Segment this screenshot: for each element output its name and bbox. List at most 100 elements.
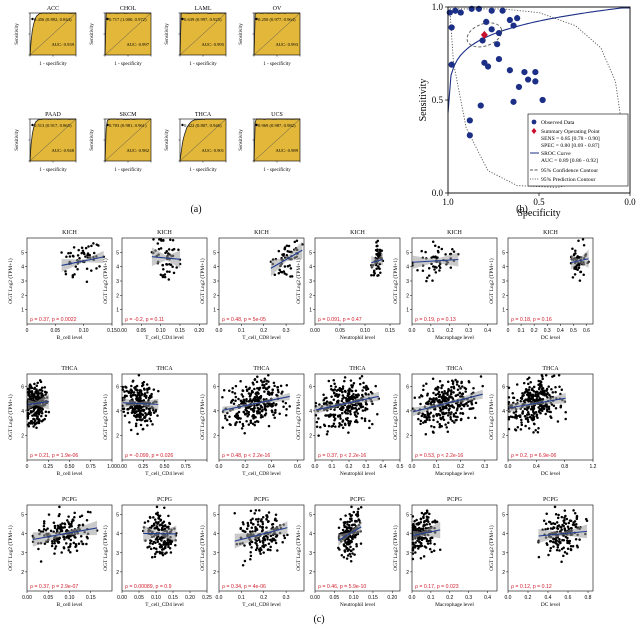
corr-ylabel: OGT Log2 (TPM+1) [295, 394, 302, 440]
roc-ylabel: Sensitivity [90, 23, 95, 45]
scatter-point [558, 540, 562, 544]
scatter-point [258, 525, 262, 528]
corr-ytick-label: 4 [116, 532, 119, 538]
scatter-point [459, 418, 463, 422]
scatter-point [149, 547, 153, 551]
scatter-point [90, 244, 93, 248]
observed-point [506, 16, 513, 24]
corr-ylabel: OGT Log2 (TPM+1) [392, 258, 399, 304]
scatter-point [260, 413, 263, 417]
corr-xtick-label: 0.25 [138, 464, 148, 470]
scatter-point [527, 396, 531, 399]
corr-ytick-label: 5 [406, 513, 409, 519]
scatter-point [245, 412, 249, 415]
scatter-point [376, 254, 380, 258]
scatter-point [257, 397, 261, 400]
scatter-point [258, 540, 262, 543]
scatter-point [459, 401, 463, 405]
scatter-point [270, 523, 274, 526]
scatter-point [239, 399, 243, 403]
roc-cutoff-point [181, 123, 184, 127]
scatter-point [557, 513, 560, 517]
scatter-point [43, 390, 47, 394]
scatter-point [340, 423, 343, 427]
scatter-point [68, 544, 72, 548]
sroc-legend-box [527, 113, 629, 187]
scatter-point [229, 423, 232, 427]
scatter-point [284, 401, 288, 405]
scatter-point [44, 414, 48, 418]
scatter-point [254, 548, 258, 552]
roc-title: THCA [195, 112, 212, 118]
scatter-point [154, 552, 157, 556]
scatter-point [143, 521, 147, 524]
scatter-point [333, 382, 336, 385]
scatter-point [67, 252, 70, 255]
roc-title: OV [273, 6, 282, 12]
scatter-point [145, 394, 148, 398]
scatter-point [149, 413, 152, 417]
scatter-point [578, 279, 582, 282]
scatter-point [341, 528, 345, 532]
scatter-point [138, 418, 141, 421]
scatter-point [560, 560, 563, 564]
scatter-point [422, 513, 426, 516]
scatter-point [556, 516, 560, 520]
regression-line [412, 529, 441, 536]
scatter-point [41, 419, 45, 422]
scatter-point [574, 538, 578, 541]
scatter-point [265, 382, 268, 386]
scatter-point [77, 524, 81, 527]
scatter-point [229, 401, 233, 404]
scatter-point [256, 386, 259, 390]
scatter-point [518, 414, 522, 417]
scatter-point [438, 379, 442, 383]
scatter-point [323, 397, 326, 400]
scatter-point [62, 535, 65, 539]
scatter-point [30, 386, 34, 390]
corr-title: PCPG [447, 497, 463, 503]
observed-point [466, 117, 473, 124]
scatter-point [451, 380, 455, 383]
scatter-point [315, 425, 319, 429]
scatter-point [527, 427, 531, 430]
scatter-point [359, 542, 363, 545]
scatter-point [414, 551, 417, 554]
scatter-point [529, 397, 533, 401]
scatter-point [561, 538, 564, 542]
scatter-point [466, 404, 469, 408]
scatter-point [140, 384, 144, 388]
corr-title: THCA [253, 366, 270, 372]
scatter-point [37, 412, 41, 416]
scatter-point [156, 513, 160, 517]
scatter-point [314, 401, 318, 405]
scatter-point [241, 564, 245, 567]
roc-auc-label: AUC: 0.982 [127, 148, 150, 153]
scatter-point [262, 398, 266, 401]
scatter-point [330, 395, 333, 398]
scatter-point [440, 247, 444, 251]
scatter-point [261, 541, 265, 544]
scatter-point [160, 239, 163, 242]
scatter-point [65, 542, 68, 545]
scatter-point [42, 528, 46, 531]
corr-frame [314, 504, 401, 592]
roc-ylabel: Sensitivity [90, 129, 95, 151]
corr-xtick-label: 0.25 [202, 595, 212, 601]
legend-spec: SPEC = 0.80 [0.69 - 0.87] [541, 143, 600, 149]
scatter-point [558, 385, 561, 389]
scatter-point [548, 393, 551, 397]
scatter-point [69, 542, 72, 546]
scatter-point [148, 516, 152, 519]
scatter-point [264, 544, 267, 547]
scatter-point [39, 380, 43, 384]
corr-xtick-label: 0 [26, 464, 29, 470]
scatter-point [271, 388, 274, 392]
scatter-point [419, 402, 422, 406]
roc-cutoff-point [106, 17, 109, 21]
scatter-point [428, 416, 431, 419]
corr-xtick-label: 0.15 [168, 595, 178, 601]
scatter-point [261, 409, 264, 412]
corr-xtick-label: 0.5 [570, 328, 577, 334]
